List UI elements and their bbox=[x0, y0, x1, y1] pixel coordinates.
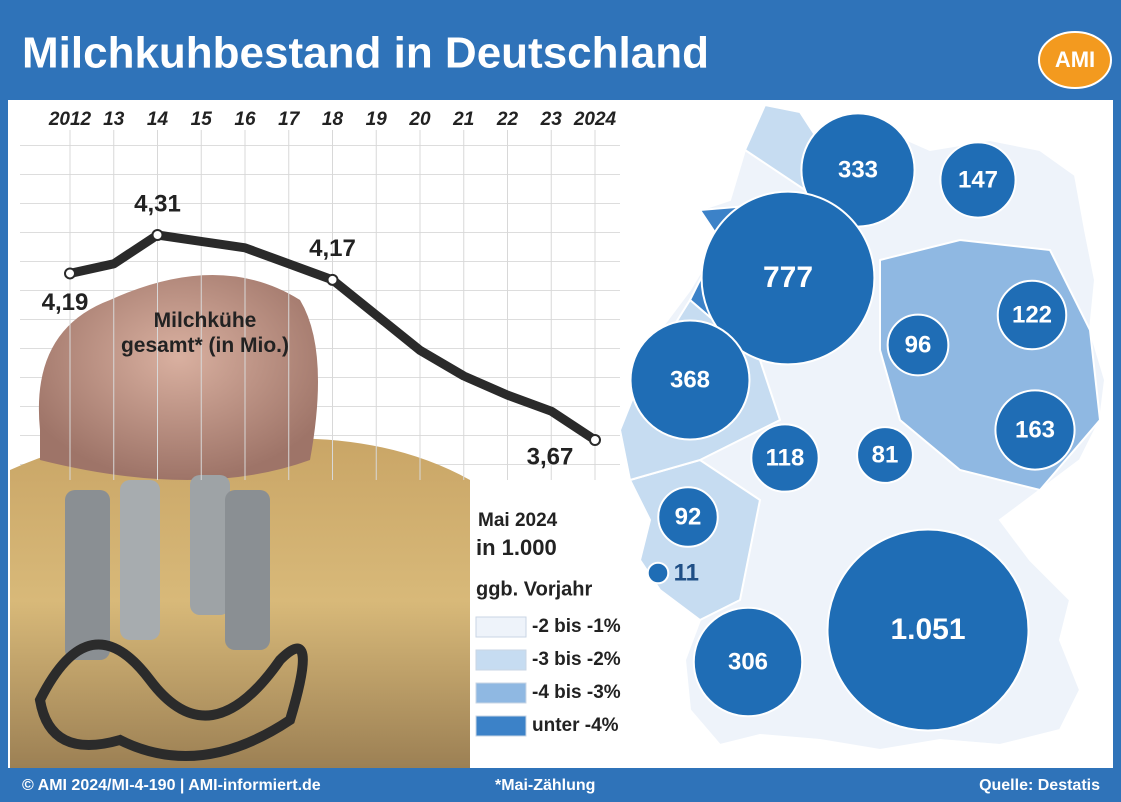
legend-swatch bbox=[476, 650, 526, 670]
x-tick-label: 23 bbox=[540, 109, 563, 130]
legend-unit: in 1.000 bbox=[476, 535, 557, 560]
footer-left: © AMI 2024/MI-4-190 | AMI-informiert.de bbox=[22, 777, 321, 794]
x-tick-label: 20 bbox=[408, 109, 431, 130]
data-label: 4,31 bbox=[134, 190, 181, 217]
x-tick-label: 13 bbox=[103, 109, 125, 130]
point bbox=[328, 275, 338, 285]
point bbox=[153, 230, 163, 240]
milking-cup bbox=[120, 480, 160, 640]
chart: Milchkuhbestand in Deutschland AMI 333 14… bbox=[0, 0, 1121, 802]
series-name: Milchkühe gesamt* (in Mio.) bbox=[120, 308, 290, 358]
footer-right: Quelle: Destatis bbox=[979, 777, 1100, 794]
data-label: 306 bbox=[728, 648, 768, 675]
milking-cup bbox=[225, 490, 270, 650]
x-tick-label: 14 bbox=[147, 109, 169, 130]
x-tick-label: 19 bbox=[366, 109, 388, 130]
data-label: 92 bbox=[675, 503, 702, 530]
legend-label: -2 bis -1% bbox=[532, 616, 621, 637]
data-label: 81 bbox=[872, 441, 899, 468]
data-label: 368 bbox=[670, 366, 710, 393]
infographic: Milchkuhbestand in Deutschland AMI 333 14… bbox=[0, 0, 1121, 802]
x-tick-label: 18 bbox=[322, 109, 344, 130]
legend-label: -4 bis -3% bbox=[532, 682, 621, 703]
logo-text: AMI bbox=[1055, 47, 1095, 72]
data-label: 96 bbox=[905, 331, 932, 358]
data-label: 1.051 bbox=[890, 613, 965, 646]
data-label: 118 bbox=[766, 444, 805, 471]
x-tick-label: 16 bbox=[234, 109, 256, 130]
data-label: 147 bbox=[958, 166, 998, 193]
data-label: 777 bbox=[763, 261, 813, 294]
milking-cup bbox=[190, 475, 230, 615]
point bbox=[65, 268, 75, 278]
legend-subtitle: Mai 2024 bbox=[478, 510, 558, 531]
data-label: 4,19 bbox=[42, 289, 89, 316]
legend-label: -3 bis -2% bbox=[532, 649, 621, 670]
x-tick-label: 15 bbox=[191, 109, 213, 130]
legend-swatch bbox=[476, 716, 526, 736]
x-tick-label: 17 bbox=[278, 109, 301, 130]
x-tick-label: 2024 bbox=[573, 109, 617, 130]
title: Milchkuhbestand in Deutschland bbox=[22, 29, 709, 78]
data-label: 3,67 bbox=[527, 443, 574, 470]
legend-swatch bbox=[476, 683, 526, 703]
point bbox=[590, 435, 600, 445]
data-label: 163 bbox=[1015, 416, 1055, 443]
x-tick-label: 21 bbox=[452, 109, 474, 130]
data-label: 122 bbox=[1012, 301, 1052, 328]
legend-title: ggb. Vorjahr bbox=[476, 578, 593, 600]
data-label: 11 bbox=[674, 559, 699, 586]
x-tick-label: 2012 bbox=[48, 109, 92, 130]
footer-center: *Mai-Zählung bbox=[495, 777, 595, 794]
data-label: 4,17 bbox=[309, 235, 356, 262]
bubble bbox=[648, 563, 669, 584]
milking-cup bbox=[65, 490, 110, 660]
legend-label: unter -4% bbox=[532, 715, 619, 736]
data-label: 333 bbox=[838, 156, 878, 183]
x-tick-label: 22 bbox=[496, 109, 519, 130]
legend-swatch bbox=[476, 617, 526, 637]
